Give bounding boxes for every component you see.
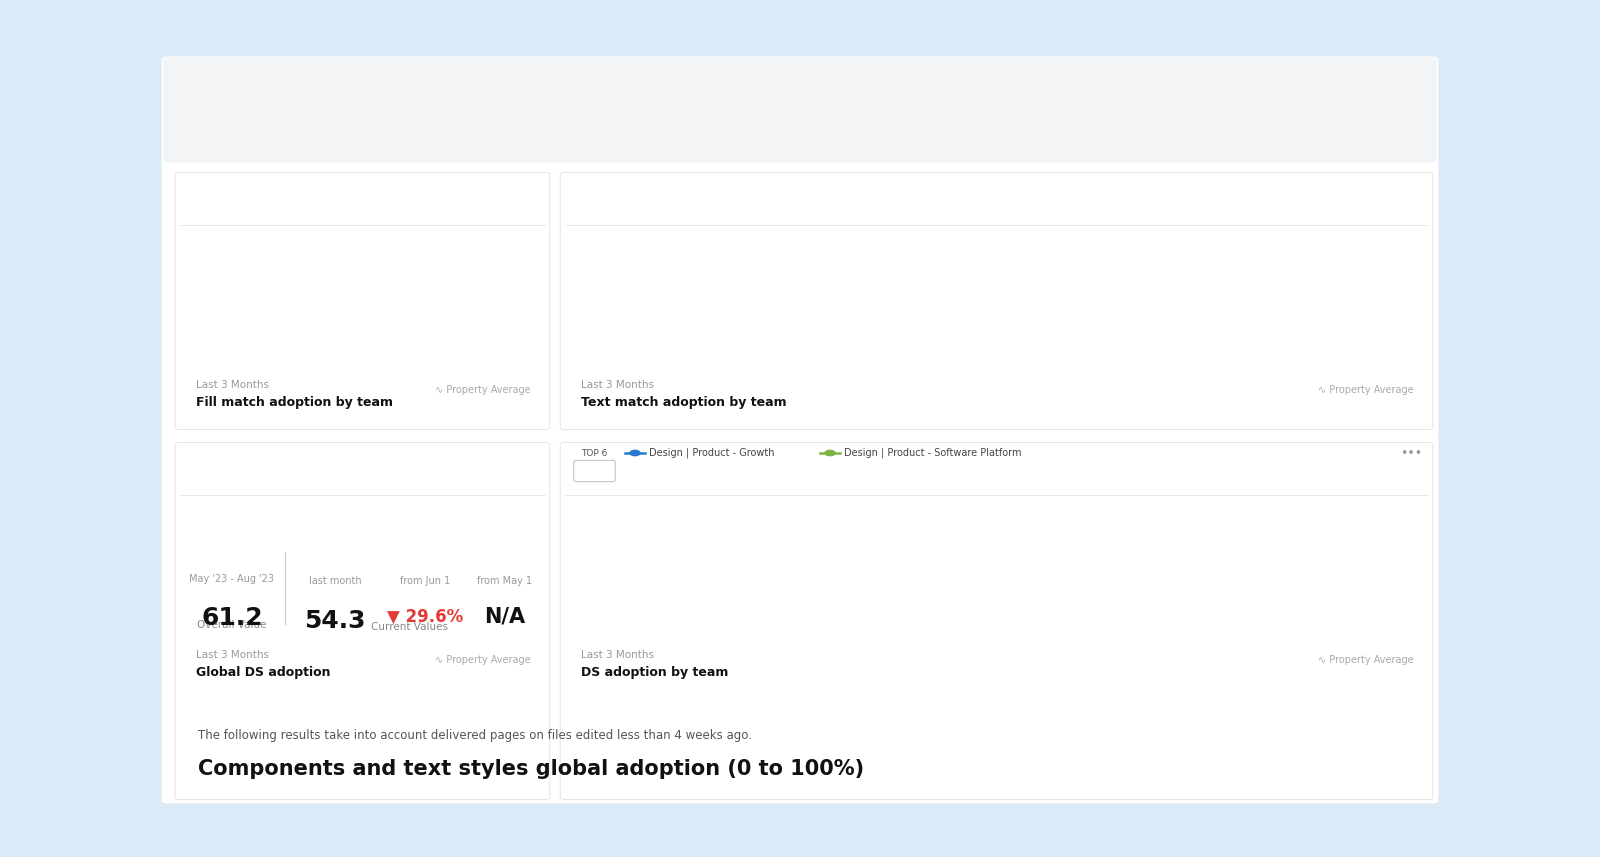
Text: ∿ Property Average: ∿ Property Average: [435, 385, 531, 395]
Text: ∿ Property Average: ∿ Property Average: [1318, 655, 1414, 665]
Text: Last 3 Months: Last 3 Months: [581, 650, 654, 660]
Y-axis label: Property Average: Property Average: [563, 594, 573, 678]
Text: Overall Value: Overall Value: [197, 620, 267, 630]
Text: Current Values: Current Values: [371, 622, 448, 632]
Text: Fill match adoption by team: Fill match adoption by team: [195, 396, 394, 409]
Text: Design | Product - Growth: Design | Product - Growth: [650, 447, 774, 458]
Text: DS adoption by team: DS adoption by team: [581, 666, 728, 679]
Text: ∿ Property Average: ∿ Property Average: [435, 655, 531, 665]
Text: 61.2: 61.2: [202, 606, 262, 630]
Text: The following results take into account delivered pages on files edited less tha: The following results take into account …: [198, 729, 752, 742]
Text: Components and text styles global adoption (0 to 100%): Components and text styles global adopti…: [198, 759, 864, 779]
Text: from May 1: from May 1: [477, 576, 533, 586]
Text: N/A: N/A: [485, 606, 525, 626]
Text: 54.3: 54.3: [304, 609, 366, 633]
Text: Last 3 Months: Last 3 Months: [195, 380, 269, 390]
Text: May '23 - Aug '23: May '23 - Aug '23: [189, 574, 275, 584]
Text: Global DS adoption: Global DS adoption: [195, 666, 331, 679]
Text: from Jun 1: from Jun 1: [400, 576, 450, 586]
Text: Design | Product - Software Platform: Design | Product - Software Platform: [845, 447, 1021, 458]
Text: TOP 6: TOP 6: [581, 448, 606, 458]
Y-axis label: Property Average: Property Average: [178, 316, 187, 401]
Text: ∿ Property Average: ∿ Property Average: [1318, 385, 1414, 395]
Y-axis label: Property Average: Property Average: [178, 594, 187, 678]
Text: Last 3 Months: Last 3 Months: [195, 650, 269, 660]
Text: ▼ 29.6%: ▼ 29.6%: [387, 608, 462, 626]
Text: last month: last month: [309, 576, 362, 586]
Y-axis label: Property Average: Property Average: [563, 259, 573, 343]
Text: Last 3 Months: Last 3 Months: [581, 380, 654, 390]
Text: Text match adoption by team: Text match adoption by team: [581, 396, 787, 409]
Legend: All Users: All Users: [336, 415, 413, 434]
Text: •••: •••: [1400, 446, 1422, 459]
